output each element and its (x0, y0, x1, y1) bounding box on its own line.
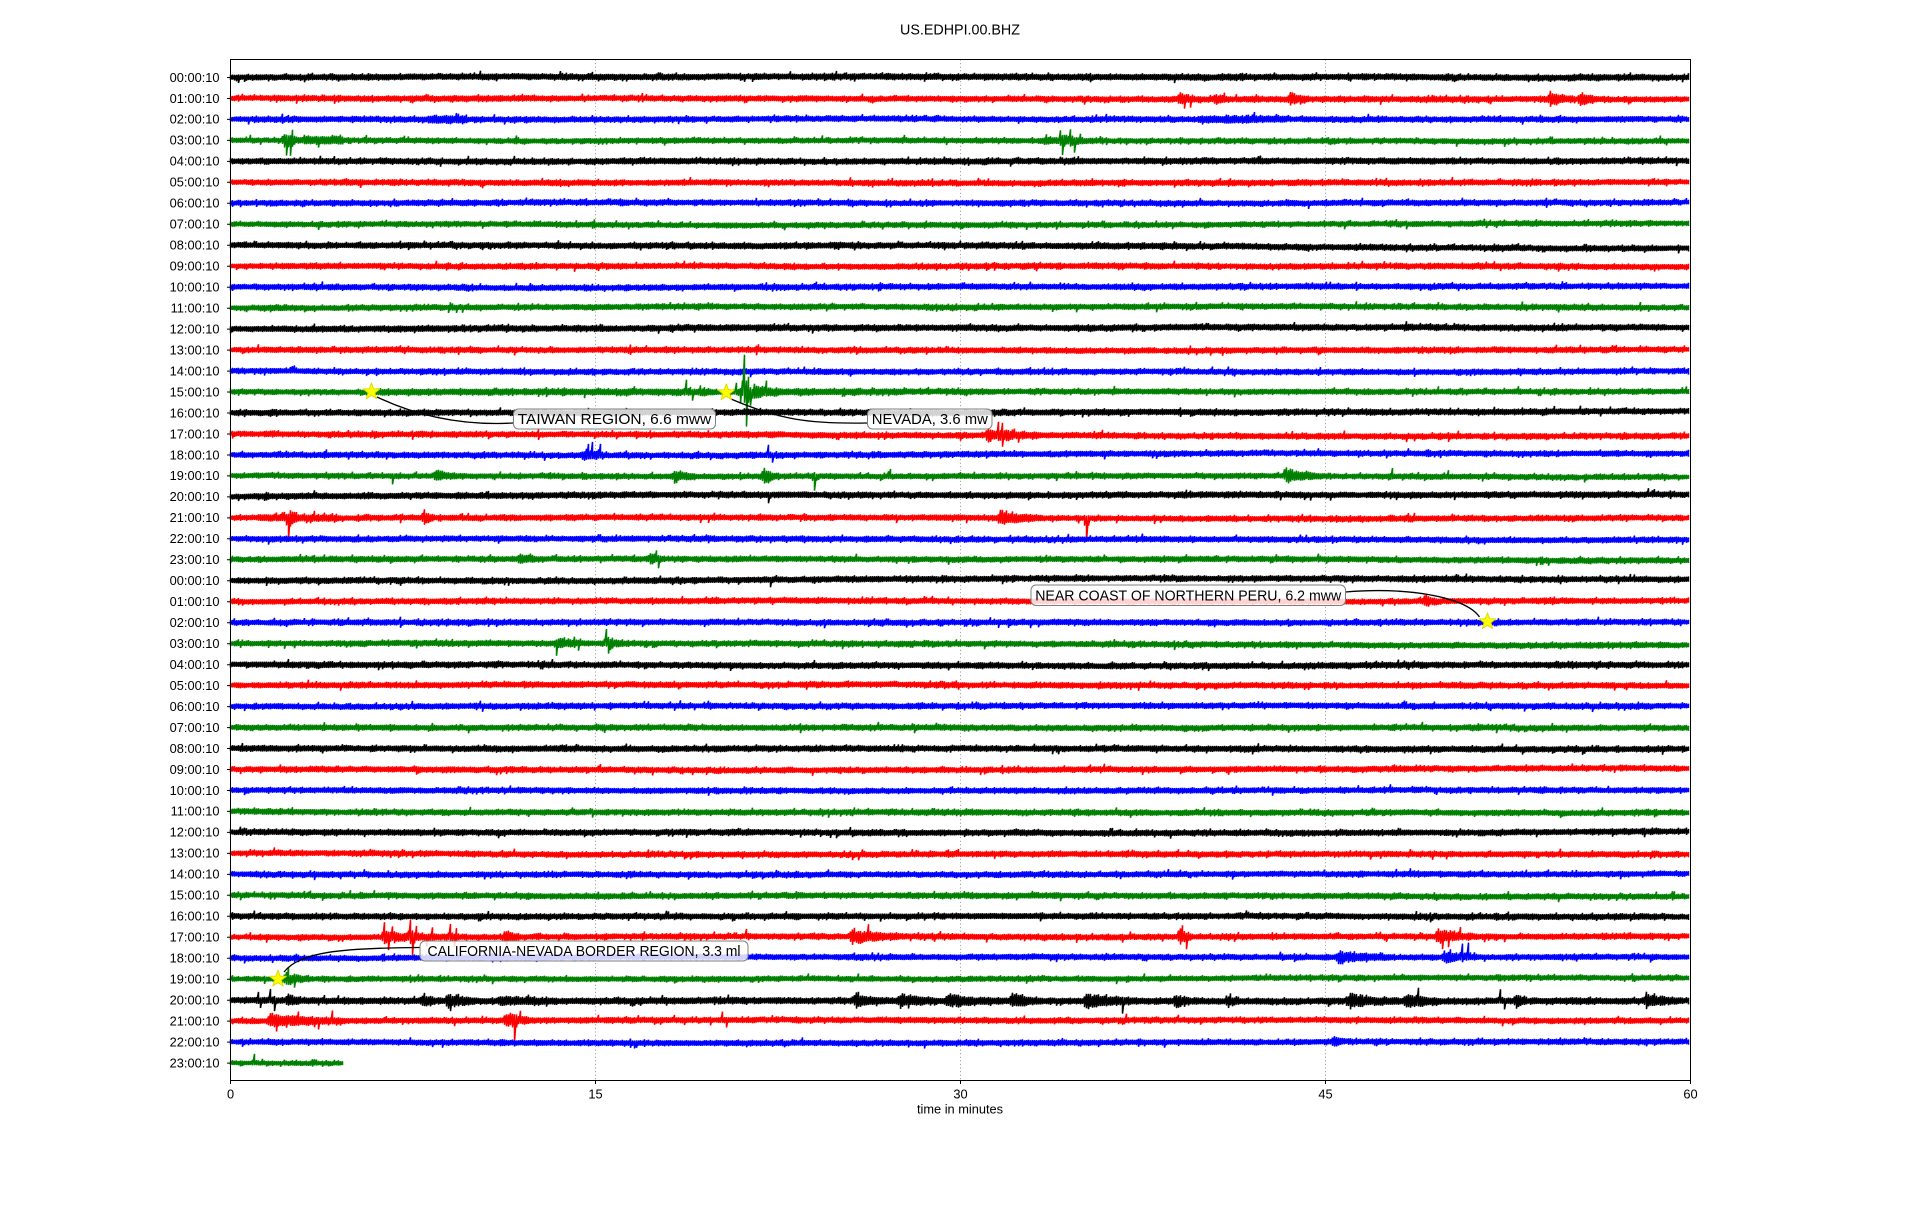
svg-text:45: 45 (1318, 1087, 1332, 1102)
svg-text:04:00:10: 04:00:10 (170, 657, 220, 672)
svg-text:14:00:10: 14:00:10 (170, 363, 220, 378)
svg-text:16:00:10: 16:00:10 (170, 405, 220, 420)
svg-text:0: 0 (227, 1087, 234, 1102)
svg-text:time in minutes: time in minutes (917, 1102, 1003, 1117)
svg-text:15: 15 (588, 1087, 602, 1102)
svg-text:15:00:10: 15:00:10 (170, 384, 220, 399)
svg-text:02:00:10: 02:00:10 (170, 112, 220, 127)
svg-text:03:00:10: 03:00:10 (170, 636, 220, 651)
svg-text:08:00:10: 08:00:10 (170, 238, 220, 253)
svg-text:12:00:10: 12:00:10 (170, 825, 220, 840)
svg-text:02:00:10: 02:00:10 (170, 615, 220, 630)
svg-text:04:00:10: 04:00:10 (170, 154, 220, 169)
svg-text:00:00:10: 00:00:10 (170, 573, 220, 588)
svg-text:TAIWAN REGION, 6.6 mww: TAIWAN REGION, 6.6 mww (518, 412, 712, 428)
svg-text:22:00:10: 22:00:10 (170, 531, 220, 546)
svg-text:NEVADA, 3.6 mw: NEVADA, 3.6 mw (872, 412, 989, 428)
svg-text:18:00:10: 18:00:10 (170, 447, 220, 462)
svg-text:11:00:10: 11:00:10 (171, 301, 220, 316)
svg-text:22:00:10: 22:00:10 (170, 1034, 220, 1049)
svg-text:06:00:10: 06:00:10 (170, 196, 220, 211)
svg-text:20:00:10: 20:00:10 (170, 489, 220, 504)
svg-text:15:00:10: 15:00:10 (170, 888, 220, 903)
svg-text:21:00:10: 21:00:10 (170, 1014, 220, 1029)
svg-text:17:00:10: 17:00:10 (170, 930, 220, 945)
svg-text:06:00:10: 06:00:10 (170, 699, 220, 714)
svg-text:US.EDHPI.00.BHZ: US.EDHPI.00.BHZ (900, 23, 1020, 39)
svg-text:12:00:10: 12:00:10 (170, 321, 220, 336)
svg-text:09:00:10: 09:00:10 (170, 762, 220, 777)
svg-text:19:00:10: 19:00:10 (170, 972, 220, 987)
svg-text:01:00:10: 01:00:10 (170, 91, 220, 106)
svg-text:CALIFORNIA-NEVADA BORDER REGIO: CALIFORNIA-NEVADA BORDER REGION, 3.3 ml (428, 944, 741, 960)
svg-text:01:00:10: 01:00:10 (170, 594, 220, 609)
svg-text:13:00:10: 13:00:10 (170, 846, 220, 861)
svg-text:07:00:10: 07:00:10 (170, 217, 220, 232)
svg-text:03:00:10: 03:00:10 (170, 133, 220, 148)
svg-text:18:00:10: 18:00:10 (170, 951, 220, 966)
svg-text:30: 30 (953, 1087, 967, 1102)
svg-text:17:00:10: 17:00:10 (170, 426, 220, 441)
svg-text:07:00:10: 07:00:10 (170, 720, 220, 735)
svg-text:09:00:10: 09:00:10 (170, 259, 220, 274)
svg-text:00:00:10: 00:00:10 (170, 70, 220, 85)
svg-text:19:00:10: 19:00:10 (170, 468, 220, 483)
svg-text:10:00:10: 10:00:10 (170, 783, 220, 798)
svg-text:10:00:10: 10:00:10 (170, 280, 220, 295)
svg-text:08:00:10: 08:00:10 (170, 741, 220, 756)
svg-text:05:00:10: 05:00:10 (170, 175, 220, 190)
svg-text:23:00:10: 23:00:10 (170, 552, 220, 567)
svg-text:20:00:10: 20:00:10 (170, 993, 220, 1008)
svg-text:21:00:10: 21:00:10 (170, 510, 220, 525)
svg-text:16:00:10: 16:00:10 (170, 909, 220, 924)
svg-text:11:00:10: 11:00:10 (171, 804, 220, 819)
svg-text:05:00:10: 05:00:10 (170, 678, 220, 693)
svg-text:NEAR COAST OF NORTHERN PERU, 6: NEAR COAST OF NORTHERN PERU, 6.2 mww (1035, 588, 1342, 604)
svg-text:60: 60 (1683, 1087, 1697, 1102)
svg-text:14:00:10: 14:00:10 (170, 867, 220, 882)
svg-text:23:00:10: 23:00:10 (170, 1055, 220, 1070)
svg-text:13:00:10: 13:00:10 (170, 342, 220, 357)
